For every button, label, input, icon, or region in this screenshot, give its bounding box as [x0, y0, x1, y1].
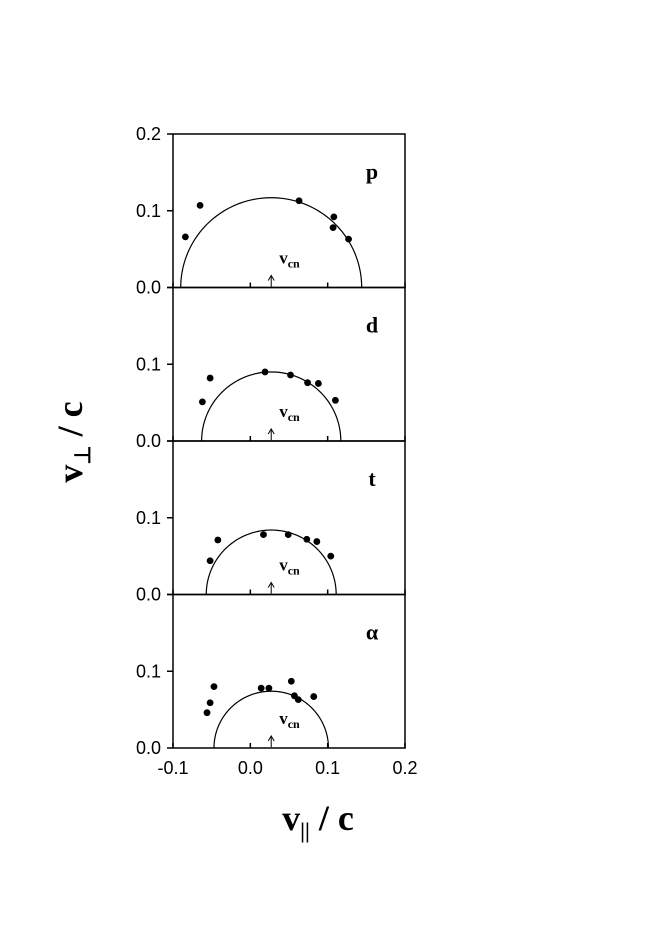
data-point — [206, 699, 214, 707]
vcn-label-main: v — [279, 402, 288, 421]
vcn-label: vcn — [279, 709, 300, 731]
x-axis-title-rest: / c — [310, 798, 354, 838]
vcn-label-sub: cn — [288, 410, 300, 424]
data-point — [265, 684, 273, 692]
y-tick-label: 0.0 — [136, 278, 161, 298]
vcn-label-main: v — [279, 249, 288, 268]
y-tick-label: 0.0 — [136, 585, 161, 605]
data-point — [332, 396, 339, 404]
data-point — [313, 538, 321, 545]
vcn-label-main: v — [279, 556, 288, 575]
data-point — [314, 380, 322, 387]
data-point — [257, 684, 265, 692]
y-tick-label: 0.0 — [136, 431, 161, 451]
vcn-arrow-head — [267, 428, 275, 435]
y-tick-label: 0.1 — [136, 661, 161, 681]
vcn-arrow-head — [267, 735, 275, 742]
data-point — [214, 536, 222, 544]
panel-3: 0.0 0.1 α vcn — [136, 593, 406, 758]
y-tick-label: 0.0 — [136, 738, 161, 758]
data-point — [295, 197, 303, 205]
vcn-label: vcn — [279, 556, 300, 578]
panel-1: 0.0 0.1 d vcn — [136, 286, 406, 451]
data-point — [203, 709, 211, 717]
fit-arc — [213, 690, 330, 749]
x-tick-label: 0.0 — [238, 758, 263, 778]
fit-arc — [205, 529, 337, 595]
data-point — [260, 531, 267, 539]
x-axis-title-sub: || — [300, 818, 310, 843]
vcn-label-sub: cn — [288, 717, 300, 731]
data-point — [287, 677, 295, 685]
data-point — [329, 224, 337, 232]
x-axis-title: v|| / c — [282, 798, 354, 843]
panel-0: 0.0 0.1 0.2 p vcn — [136, 124, 406, 298]
y-tick-label: 0.1 — [136, 201, 161, 221]
fit-arc — [180, 197, 363, 288]
y-tick-label: 0.2 — [136, 124, 161, 144]
panel-label: d — [366, 313, 378, 338]
data-point — [345, 235, 352, 243]
data-point — [196, 201, 204, 209]
fit-arc — [201, 371, 342, 442]
data-point — [294, 696, 302, 704]
y-axis-title-sub: ⊥ — [70, 445, 95, 464]
data-point — [303, 535, 311, 543]
vcn-label: vcn — [279, 249, 300, 271]
data-point — [284, 531, 292, 539]
data-point — [206, 374, 214, 382]
panels-group: 0.00.10.2pvcn0.00.1dvcn0.00.1tvcn0.00.1α… — [136, 124, 418, 778]
panel-label: t — [368, 466, 376, 491]
data-point — [206, 557, 214, 565]
data-point — [304, 379, 311, 387]
y-tick-label: 0.1 — [136, 508, 161, 528]
data-point — [261, 368, 269, 376]
data-point — [310, 693, 318, 700]
x-tick-label: 0.1 — [315, 758, 340, 778]
y-tick-label: 0.1 — [136, 354, 161, 374]
panel-label: α — [366, 620, 379, 645]
panel-label: p — [366, 159, 378, 184]
vcn-label-main: v — [279, 709, 288, 728]
y-axis-title-main: v — [50, 465, 90, 483]
data-point — [327, 552, 335, 560]
data-point — [181, 233, 189, 241]
data-point — [210, 683, 218, 690]
vcn-arrow-head — [267, 274, 275, 281]
x-tick-label: 0.2 — [392, 758, 417, 778]
vcn-label-sub: cn — [288, 564, 300, 578]
y-axis-title-rest: / c — [50, 401, 90, 445]
x-tick-label: -0.1 — [157, 758, 188, 778]
data-point — [287, 371, 294, 379]
y-axis-title: v⊥ / c — [50, 401, 95, 482]
vcn-label-sub: cn — [288, 257, 300, 271]
vcn-arrow-head — [267, 581, 275, 588]
vcn-label: vcn — [279, 402, 300, 424]
x-axis-title-main: v — [282, 798, 300, 838]
data-point — [198, 398, 206, 406]
panel-2: 0.0 0.1 t vcn — [136, 440, 406, 605]
data-point — [330, 213, 338, 221]
